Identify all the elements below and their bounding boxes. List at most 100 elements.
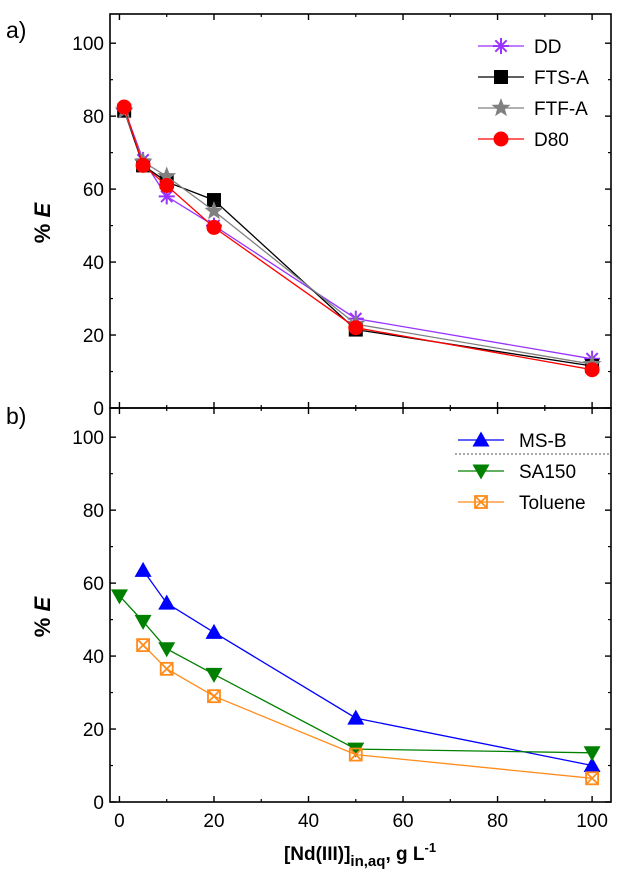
data-point — [206, 219, 222, 235]
legend: MS-B SA150 Toluene — [455, 431, 611, 514]
data-point — [584, 362, 600, 378]
x-tick-label: 60 — [392, 811, 413, 832]
y-tick-label: 100 — [72, 34, 104, 55]
data-point — [204, 201, 224, 220]
data-point — [348, 747, 363, 762]
series-sa150 — [110, 589, 601, 762]
data-point-box — [136, 638, 150, 653]
x-tick-label: 40 — [298, 811, 319, 832]
y-axis-label-symbol: E — [30, 596, 55, 612]
legend-item: SA150 — [458, 462, 576, 483]
data-point — [110, 589, 128, 605]
x-axis-label-unit: , g L — [385, 844, 424, 865]
legend-item: MS-B — [458, 431, 567, 452]
data-point — [135, 157, 151, 173]
data-point-cross — [349, 747, 363, 762]
y-tick-label: 20 — [83, 720, 104, 741]
series-line — [142, 644, 593, 779]
y-axis-label-percent: % — [30, 218, 55, 244]
legend-item: Toluene — [458, 493, 586, 514]
data-point — [205, 667, 223, 683]
data-point — [585, 771, 599, 786]
x-tick-label: 20 — [203, 811, 224, 832]
legend-item: FTS-A — [478, 68, 589, 89]
legend-marker-cross — [474, 495, 488, 509]
x-tick-label: 0 — [114, 811, 125, 832]
legend-marker — [494, 70, 508, 84]
series-line — [123, 108, 593, 360]
legend-label: SA150 — [519, 462, 576, 483]
x-tick-label: 80 — [487, 811, 508, 832]
legend-marker — [491, 98, 511, 117]
panel-letter: a) — [6, 17, 26, 43]
legend-marker — [493, 131, 509, 147]
data-point — [206, 193, 221, 208]
data-point-cross — [585, 771, 599, 785]
data-point — [158, 594, 176, 610]
y-tick-label: 0 — [93, 399, 104, 420]
data-point-box — [348, 747, 363, 762]
data-point-stroke — [160, 190, 174, 203]
legend-marker — [474, 495, 488, 509]
data-point-box — [207, 689, 221, 704]
y-tick-label: 100 — [72, 428, 104, 449]
data-point — [583, 757, 601, 773]
legend-label: FTS-A — [534, 68, 589, 89]
legend-label: D80 — [534, 130, 569, 151]
data-point — [116, 99, 132, 115]
data-point — [158, 642, 176, 658]
y-axis-label: % E — [30, 202, 55, 244]
series-line — [119, 595, 593, 754]
data-point — [347, 742, 365, 758]
y-tick-label: 40 — [83, 253, 104, 274]
y-axis-label-symbol: E — [30, 202, 55, 218]
data-point-box — [585, 771, 599, 786]
x-axis-label: [Nd(III)]in,aq, g L-1 — [284, 840, 436, 870]
y-axis-label: % E — [30, 596, 55, 638]
data-point — [207, 689, 221, 704]
data-point — [205, 623, 223, 639]
x-axis-label-subscript: in,aq — [350, 853, 385, 870]
legend-item: DD — [478, 37, 561, 58]
data-point-cross — [160, 662, 174, 676]
y-tick-label: 80 — [83, 107, 104, 128]
legend-marker — [472, 464, 490, 480]
legend: DD FTS-A FTF-A D80 — [478, 37, 589, 151]
data-point — [347, 709, 365, 725]
data-point — [583, 746, 601, 762]
series-d80 — [116, 99, 600, 378]
x-tick-label: 100 — [576, 811, 608, 832]
y-tick-label: 0 — [93, 793, 104, 814]
y-axis-label-percent: % — [30, 612, 55, 638]
data-point — [157, 166, 177, 185]
series-line — [123, 110, 593, 365]
panel-letter: b) — [6, 403, 26, 429]
series-ms-b — [134, 561, 601, 773]
legend-marker-stroke — [494, 39, 508, 53]
data-point — [134, 614, 152, 630]
data-point-cross — [136, 638, 150, 652]
data-point-box — [159, 661, 174, 676]
x-axis-label-main: [Nd(III)] — [284, 844, 350, 865]
data-point — [348, 320, 364, 336]
y-tick-label: 60 — [83, 180, 104, 201]
legend-label: FTF-A — [534, 99, 588, 120]
legend-item: D80 — [478, 130, 569, 151]
legend-label: MS-B — [519, 431, 567, 452]
plot-frame — [109, 407, 612, 803]
legend-marker — [472, 431, 490, 447]
legend-marker-box — [474, 495, 488, 509]
x-axis-label-superscript: -1 — [425, 840, 437, 855]
legend-item: FTF-A — [478, 98, 588, 120]
y-tick-label: 60 — [83, 574, 104, 595]
data-point — [159, 661, 174, 676]
legend-marker — [493, 38, 509, 54]
data-point — [134, 561, 152, 577]
data-point — [159, 177, 175, 193]
y-tick-label: 80 — [83, 501, 104, 522]
data-point-cross — [207, 689, 221, 703]
